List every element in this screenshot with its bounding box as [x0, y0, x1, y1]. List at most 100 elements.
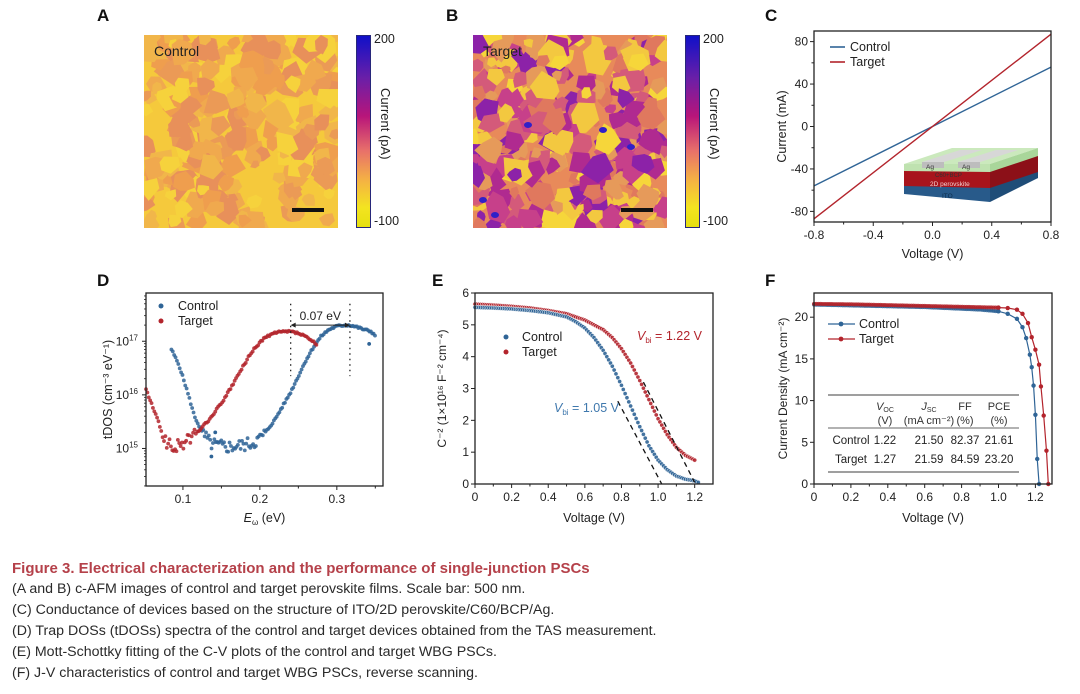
data-point-target	[149, 401, 154, 406]
table-cell: 82.37	[951, 435, 980, 447]
chart-d-xtick-label: 0.1	[175, 492, 192, 506]
chart-e-ytick-label: 1	[462, 445, 469, 459]
afm-grain	[498, 103, 515, 123]
afm-grain	[144, 178, 160, 201]
data-point-target	[314, 342, 319, 347]
afm-grain	[224, 125, 247, 151]
data-point-control	[1029, 365, 1034, 370]
afm-grain	[473, 58, 484, 72]
afm-grain	[643, 216, 665, 228]
afm-grain	[238, 214, 252, 228]
afm-grain	[175, 133, 194, 152]
afm-grain	[580, 152, 614, 184]
data-point-control	[644, 439, 650, 445]
colorbar-b-max: 200	[703, 32, 724, 46]
header-symbol: J	[920, 401, 927, 413]
data-point-control	[238, 447, 243, 451]
vbi-value: = 1.05 V	[569, 401, 620, 415]
colorbar-b	[685, 35, 700, 228]
data-point-target	[146, 395, 151, 400]
chart-f-xtick-label: 0.4	[879, 490, 896, 504]
data-point-control	[292, 382, 297, 386]
chart-f-ytick-label: 0	[801, 477, 808, 491]
data-point-target	[231, 382, 236, 387]
afm-grain	[474, 136, 503, 164]
afm-grain	[542, 107, 566, 136]
afm-grain	[200, 59, 220, 80]
afm-grain	[591, 35, 605, 57]
chart-f-xtick-label: 0	[811, 490, 818, 504]
afm-map-control: Control	[144, 35, 338, 228]
afm-grain	[171, 39, 195, 66]
chart-e: 0 0.2 0.4 0.6 0.8 1.0 1.2 0 1 2 3 4 5 6 Voltage (V) C⁻²…	[435, 286, 714, 525]
data-point-control	[206, 433, 211, 438]
chart-d-ytick-label: 1016	[116, 387, 139, 402]
afm-grain	[636, 183, 660, 209]
afm-grain	[242, 211, 266, 228]
afm-grain	[236, 105, 249, 118]
table-header-cell: FF	[958, 401, 972, 413]
data-point-target	[648, 401, 654, 406]
vbi-symbol: V	[554, 401, 564, 415]
annotation-energy-shift: 0.07 eV	[300, 309, 341, 323]
afm-grain	[297, 162, 313, 179]
data-point-control	[222, 440, 226, 445]
arrow-head-left	[290, 322, 296, 328]
afm-grain	[530, 147, 541, 158]
legend-label-target: Target	[859, 332, 894, 346]
table-cell: 21.50	[915, 435, 944, 447]
data-point-control	[213, 430, 218, 435]
chart-c-ytick-label: 40	[795, 77, 809, 91]
annotation-vbi-control: Vbi = 1.05 V	[554, 401, 620, 417]
afm-grain	[603, 46, 619, 61]
data-point-target	[1044, 448, 1049, 453]
afm-grain	[542, 189, 553, 200]
panel-letter-f: F	[765, 271, 776, 290]
tick-exponent: 17	[129, 333, 138, 342]
afm-grain	[168, 214, 182, 228]
data-point-control	[1035, 456, 1040, 462]
annotation-vbi-target: Vbi = 1.22 V	[637, 329, 703, 345]
data-point-control	[635, 420, 641, 425]
data-point-target	[162, 439, 166, 443]
afm-grain-texture	[473, 35, 667, 228]
afm-grain	[226, 88, 245, 109]
data-point-target	[996, 305, 1001, 310]
afm-grain	[189, 141, 207, 161]
afm-map-target: Target	[473, 35, 667, 228]
table-header-cell: VOC	[876, 401, 894, 414]
data-point-target	[637, 378, 643, 383]
afm-grain	[501, 65, 511, 74]
data-point-control	[641, 431, 646, 437]
inset-label-ito: ITO	[942, 193, 953, 200]
legend-label-target: Target	[178, 314, 213, 328]
afm-grain	[171, 106, 197, 124]
afm-grain	[505, 215, 521, 228]
afm-grain	[573, 212, 597, 228]
tick-base: 10	[116, 388, 130, 402]
data-point-target	[174, 449, 179, 454]
caption-line-c: (C) Conductance of devices based on the …	[12, 602, 555, 618]
data-point-target	[641, 385, 646, 391]
data-point-control	[626, 399, 632, 405]
caption-line-d: (D) Trap DOSs (tDOSs) spectra of the con…	[12, 623, 657, 639]
data-point-target	[1041, 413, 1046, 418]
afm-grain	[291, 187, 303, 201]
chart-e-ytick-label: 4	[462, 350, 469, 364]
header-subscript: OC	[883, 407, 894, 414]
data-point-control	[191, 410, 196, 415]
afm-grain	[604, 104, 616, 114]
afm-grain	[226, 36, 241, 51]
data-point-target	[642, 389, 648, 395]
data-point-control	[280, 405, 285, 410]
data-point-control	[175, 358, 179, 363]
vbi-subscript: bi	[645, 336, 651, 345]
legend-marker-target	[158, 318, 164, 324]
map-label-target: Target	[483, 43, 522, 59]
table-cell: Control	[832, 435, 869, 447]
chart-f: VOC(V)JSC(mA cm⁻²)FF(%)PCE(%)Control 1.22…	[776, 292, 1053, 525]
legend-label-control: Control	[850, 40, 890, 54]
afm-grain	[244, 91, 267, 114]
